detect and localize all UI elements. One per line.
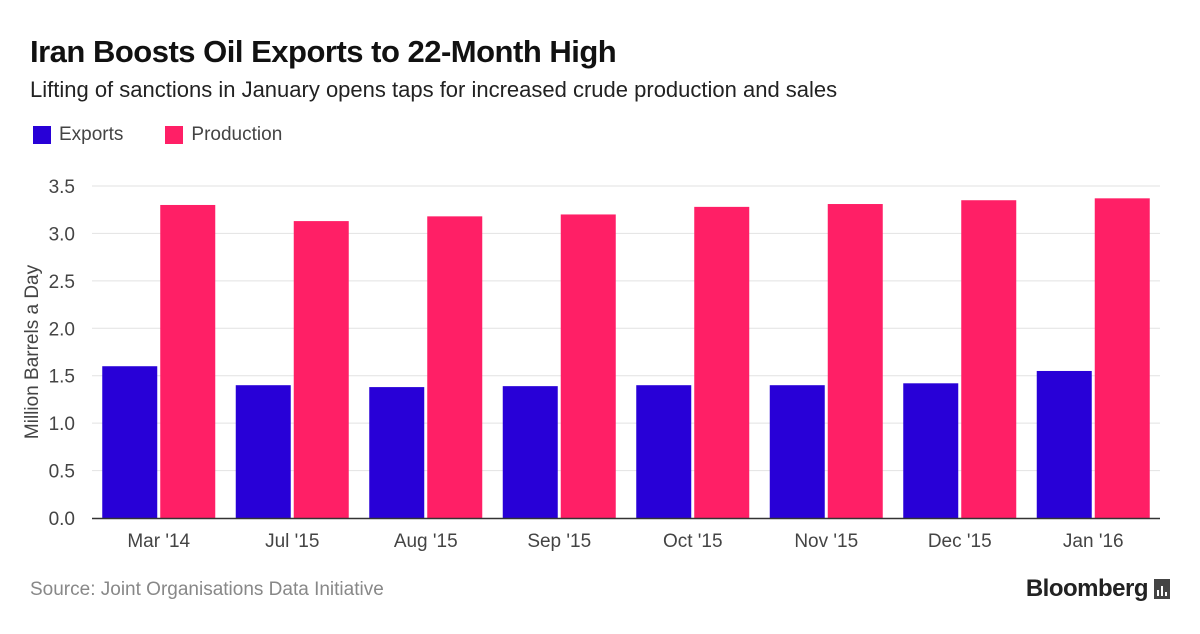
y-tick-label: 2.0: [49, 319, 75, 340]
y-tick-label: 2.5: [49, 272, 75, 293]
y-tick-label: 1.5: [49, 367, 75, 388]
bar-exports: [502, 386, 558, 518]
x-tick-label: Jul '15: [265, 531, 319, 552]
x-tick-label: Sep '15: [527, 531, 591, 552]
bar-production: [427, 216, 483, 518]
source-note: Source: Joint Organisations Data Initiat…: [30, 579, 384, 600]
y-tick-label: 3.0: [49, 224, 75, 245]
x-tick-label: Mar '14: [127, 531, 190, 552]
legend-item-production: Production: [165, 124, 282, 146]
bar-exports: [903, 383, 959, 518]
x-tick-label: Jan '16: [1063, 531, 1124, 552]
bar-exports: [769, 385, 825, 518]
bar-production: [560, 214, 616, 518]
x-tick-label: Oct '15: [663, 531, 723, 552]
brand-logo: Bloomberg: [1026, 575, 1170, 603]
x-tick-label: Nov '15: [794, 531, 858, 552]
bar-production: [827, 204, 883, 518]
legend: Exports Production: [33, 122, 324, 148]
bar-exports: [636, 385, 692, 518]
legend-label-exports: Exports: [59, 124, 124, 145]
bar-production: [1094, 198, 1150, 518]
bar-exports: [1036, 370, 1092, 518]
legend-swatch-exports: [33, 126, 51, 144]
x-tick-label: Dec '15: [928, 531, 992, 552]
y-axis-label: Million Barrels a Day: [22, 264, 43, 439]
brand-name: Bloomberg: [1025, 575, 1149, 602]
y-tick-label: 1.0: [49, 414, 75, 435]
x-tick-label: Aug '15: [394, 531, 458, 552]
bar-production: [961, 200, 1017, 518]
legend-swatch-production: [165, 126, 184, 144]
chart-title: Iran Boosts Oil Exports to 22-Month High: [30, 34, 617, 69]
y-tick-label: 0.5: [49, 462, 75, 483]
bar-production: [293, 221, 349, 518]
legend-label-production: Production: [191, 124, 283, 145]
bar-exports: [235, 385, 291, 518]
chart-subtitle: Lifting of sanctions in January opens ta…: [30, 77, 838, 102]
bar-chart-icon: [1154, 579, 1170, 599]
legend-item-exports: Exports: [33, 124, 123, 146]
y-tick-label: 0.0: [49, 509, 75, 530]
bar-production: [694, 206, 750, 518]
bar-exports: [102, 366, 158, 518]
bar-exports: [369, 387, 425, 518]
y-tick-label: 3.5: [49, 177, 75, 198]
bar-production: [160, 204, 216, 518]
